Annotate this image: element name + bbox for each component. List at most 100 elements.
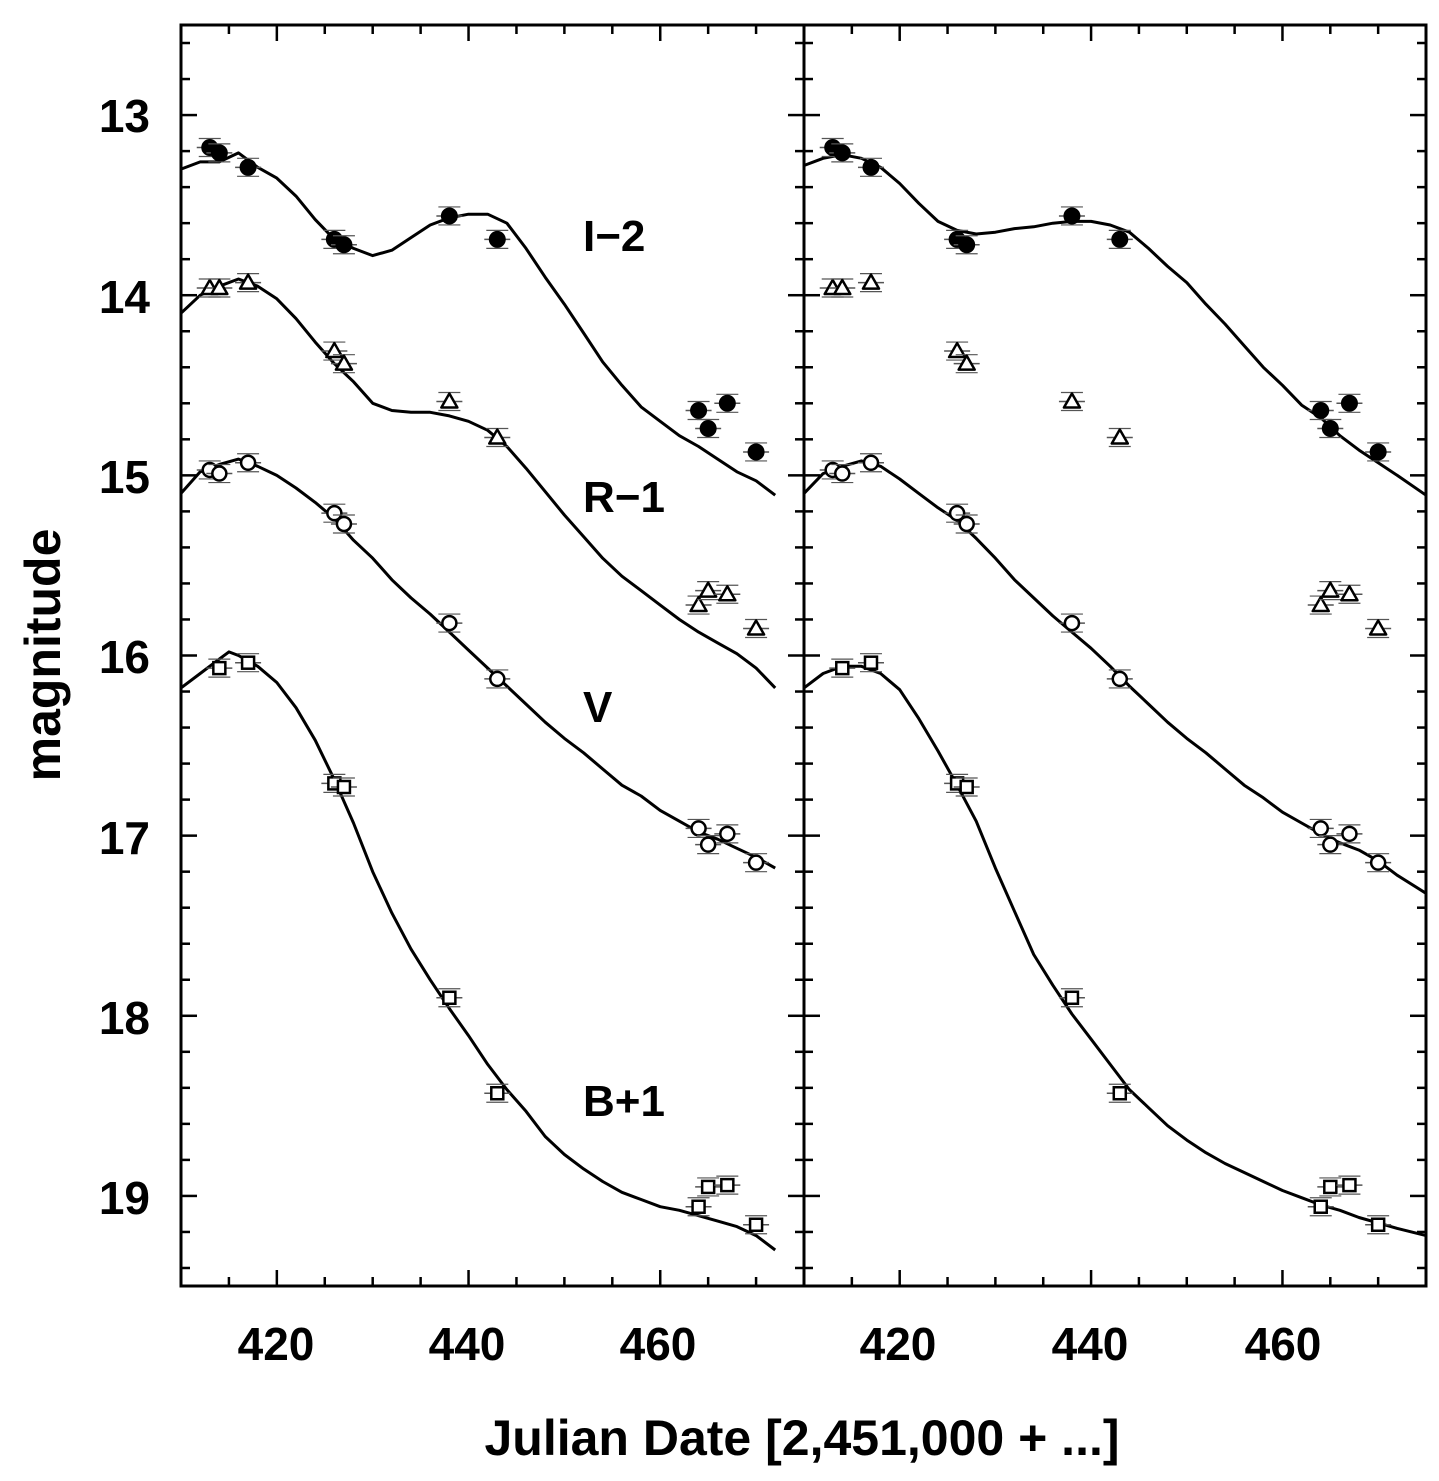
model-curve-left-2: [179, 457, 776, 870]
xtick-label-right-420: 420: [860, 1318, 937, 1370]
ytick-label-18: 18: [99, 992, 150, 1044]
data-point-right-s2-10: [1369, 854, 1387, 871]
data-point-right-s1-2: [861, 273, 881, 290]
x-axis-title: Julian Date [2,451,000 + ...]: [484, 1410, 1119, 1466]
data-point-right-s0-7: [1312, 402, 1330, 420]
data-point-left-s0-7: [690, 402, 708, 420]
data-point-left-s0-5: [440, 207, 458, 225]
data-point-left-s2-1: [211, 465, 228, 482]
data-point-right-s1-1: [833, 278, 852, 296]
data-point-left-s1-3: [325, 341, 344, 359]
data-point-left-s3-3: [336, 779, 352, 795]
data-point-left-s2-3: [326, 504, 343, 522]
axis-labels: 420 440 460 420 440 460 13 14 15 16 17 1…: [15, 90, 1321, 1466]
data-point-right-s0-6: [1111, 230, 1129, 248]
data-point-left-s2-9: [719, 825, 736, 843]
axis-ticks: [181, 25, 1426, 1286]
data-point-right-s2-1: [834, 465, 851, 482]
data-point-left-s3-1: [240, 655, 256, 670]
y-axis-title: magnitude: [15, 529, 71, 782]
data-point-right-s2-6: [1111, 670, 1129, 688]
data-point-left-s3-4: [442, 990, 457, 1006]
data-point-right-s2-2: [862, 454, 880, 471]
data-point-left-s1-9: [718, 585, 737, 602]
xtick-label-right-440: 440: [1052, 1318, 1129, 1370]
data-point-left-s1-10: [746, 619, 766, 636]
model-curve-left-3: [180, 650, 777, 1252]
data-point-right-s3-4: [1064, 990, 1080, 1006]
data-point-left-s3-8: [720, 1177, 735, 1193]
data-point-left-s0-9: [718, 394, 736, 412]
data-point-left-s2-8: [699, 836, 717, 853]
data-point-left-s3-5: [490, 1085, 505, 1101]
data-point-right-s2-8: [1322, 836, 1339, 853]
data-point-right-s1-5: [1062, 392, 1082, 409]
data-point-left-s3-9: [748, 1217, 764, 1233]
ytick-label-19: 19: [99, 1172, 150, 1224]
data-point-right-s3-0: [835, 660, 850, 676]
data-point-left-s2-7: [690, 820, 707, 837]
data-point-left-s0-1: [210, 144, 228, 162]
data-point-right-s3-9: [1370, 1217, 1386, 1233]
data-point-left-s0-10: [747, 443, 765, 461]
band-label-B: B+1: [583, 1077, 665, 1126]
data-point-right-s1-7: [1311, 595, 1330, 613]
xtick-label-left-460: 460: [620, 1318, 697, 1370]
data-point-left-s1-1: [210, 278, 229, 296]
data-point-right-s3-8: [1342, 1177, 1357, 1193]
data-point-left-s3-0: [212, 660, 227, 676]
data-point-left-s2-2: [239, 454, 257, 471]
data-point-left-s1-5: [440, 392, 459, 409]
data-point-left-s2-6: [489, 670, 506, 688]
data-point-left-s1-2: [238, 273, 258, 290]
ytick-label-16: 16: [99, 631, 150, 683]
band-label-V: V: [583, 683, 613, 732]
data-point-right-s2-4: [958, 515, 975, 533]
data-point-left-s0-4: [335, 236, 353, 254]
data-point-right-s3-1: [863, 655, 879, 670]
data-point-left-s0-6: [488, 230, 506, 248]
data-point-right-s1-10: [1368, 619, 1388, 636]
data-point-right-s0-10: [1369, 443, 1387, 461]
data-point-right-s1-8: [1321, 581, 1340, 598]
xtick-label-right-460: 460: [1245, 1318, 1322, 1370]
ytick-label-15: 15: [99, 451, 150, 503]
data-point-right-s2-3: [948, 504, 966, 522]
data-point-left-s1-7: [689, 595, 708, 613]
model-curve-right-2: [803, 664, 1427, 1238]
data-point-left-s2-4: [335, 515, 353, 533]
data-point-right-s1-9: [1340, 585, 1359, 602]
xtick-label-left-420: 420: [238, 1318, 315, 1370]
data-point-left-s0-8: [699, 420, 717, 438]
data-points: [196, 137, 1392, 1235]
data-point-right-s0-9: [1340, 394, 1358, 412]
data-point-right-s1-3: [947, 341, 967, 359]
model-curve-left-1: [179, 277, 777, 689]
data-point-right-s1-6: [1110, 428, 1130, 445]
model-curve-left-0: [180, 151, 777, 497]
data-point-right-s0-8: [1321, 420, 1339, 438]
data-point-left-s0-2: [239, 158, 257, 176]
data-point-left-s3-7: [700, 1179, 716, 1195]
ytick-label-13: 13: [99, 90, 150, 142]
data-point-right-s0-4: [958, 236, 976, 254]
band-label-I: I−2: [583, 212, 645, 261]
data-point-right-s0-1: [833, 144, 851, 162]
data-point-left-s1-6: [488, 428, 507, 445]
data-point-right-s3-5: [1112, 1085, 1128, 1101]
ytick-label-17: 17: [99, 812, 150, 864]
data-point-left-s2-10: [747, 854, 765, 871]
data-point-left-s2-5: [441, 614, 458, 632]
data-point-right-s2-7: [1312, 820, 1329, 837]
data-point-right-s3-7: [1323, 1179, 1338, 1195]
data-point-right-s3-6: [1313, 1199, 1328, 1214]
data-point-right-s2-9: [1341, 825, 1358, 843]
xtick-label-left-440: 440: [429, 1318, 506, 1370]
data-point-right-s3-3: [959, 779, 974, 795]
data-point-left-s1-4: [334, 354, 354, 371]
data-point-right-s0-5: [1063, 207, 1081, 225]
data-point-right-s1-4: [957, 354, 976, 371]
data-point-right-s2-5: [1063, 614, 1081, 632]
data-point-right-s0-2: [862, 158, 880, 176]
